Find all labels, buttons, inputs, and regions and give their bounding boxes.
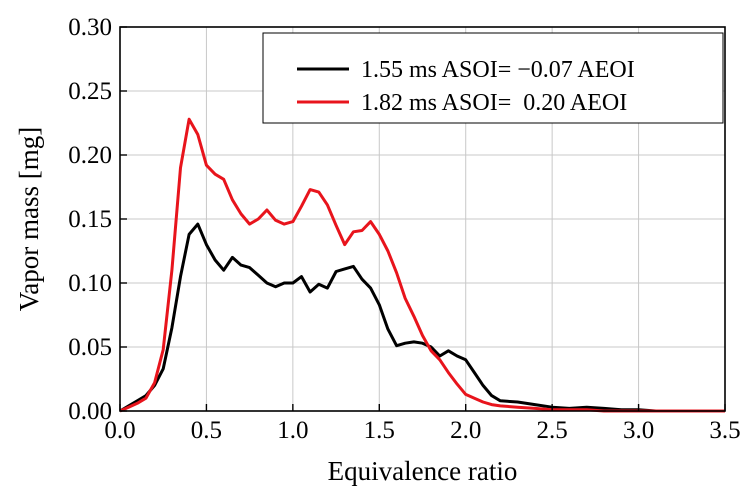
y-tick-label: 0.10 bbox=[68, 270, 112, 297]
y-tick-label: 0.25 bbox=[68, 78, 112, 105]
x-tick-label: 0.5 bbox=[191, 417, 222, 444]
y-tick-label: 0.05 bbox=[68, 334, 112, 361]
series-line-1 bbox=[119, 222, 725, 413]
x-tick-label: 2.0 bbox=[450, 417, 481, 444]
x-tick-label: 1.5 bbox=[364, 417, 395, 444]
series-line-2 bbox=[119, 117, 725, 413]
legend: 1.55 ms ASOI= −0.07 AEOI 1.82 ms ASOI= 0… bbox=[262, 32, 724, 124]
legend-label-series-1: 1.55 ms ASOI= −0.07 AEOI bbox=[361, 57, 635, 83]
y-tick-label: 0.30 bbox=[68, 14, 112, 41]
x-tick-label: 3.5 bbox=[709, 417, 740, 444]
y-tick-label: 0.00 bbox=[68, 398, 112, 425]
y-axis-title: Vapor mass [mg] bbox=[14, 127, 44, 311]
series-layer bbox=[119, 117, 725, 413]
x-tick-label: 1.0 bbox=[277, 417, 308, 444]
legend-box bbox=[262, 32, 724, 124]
ticks: 0.0 0.5 1.0 1.5 2.0 2.5 3.0 3.5 0.00 0.05 0.10 0.15… bbox=[68, 14, 740, 444]
y-tick-label: 0.15 bbox=[68, 206, 112, 233]
x-tick-label: 2.5 bbox=[537, 417, 568, 444]
x-tick-label: 3.0 bbox=[623, 417, 654, 444]
y-tick-label: 0.20 bbox=[68, 142, 112, 169]
legend-label-series-2: 1.82 ms ASOI= 0.20 AEOI bbox=[361, 90, 627, 116]
x-axis-title: Equivalence ratio bbox=[328, 456, 518, 486]
x-tick-label: 0.0 bbox=[104, 417, 135, 444]
